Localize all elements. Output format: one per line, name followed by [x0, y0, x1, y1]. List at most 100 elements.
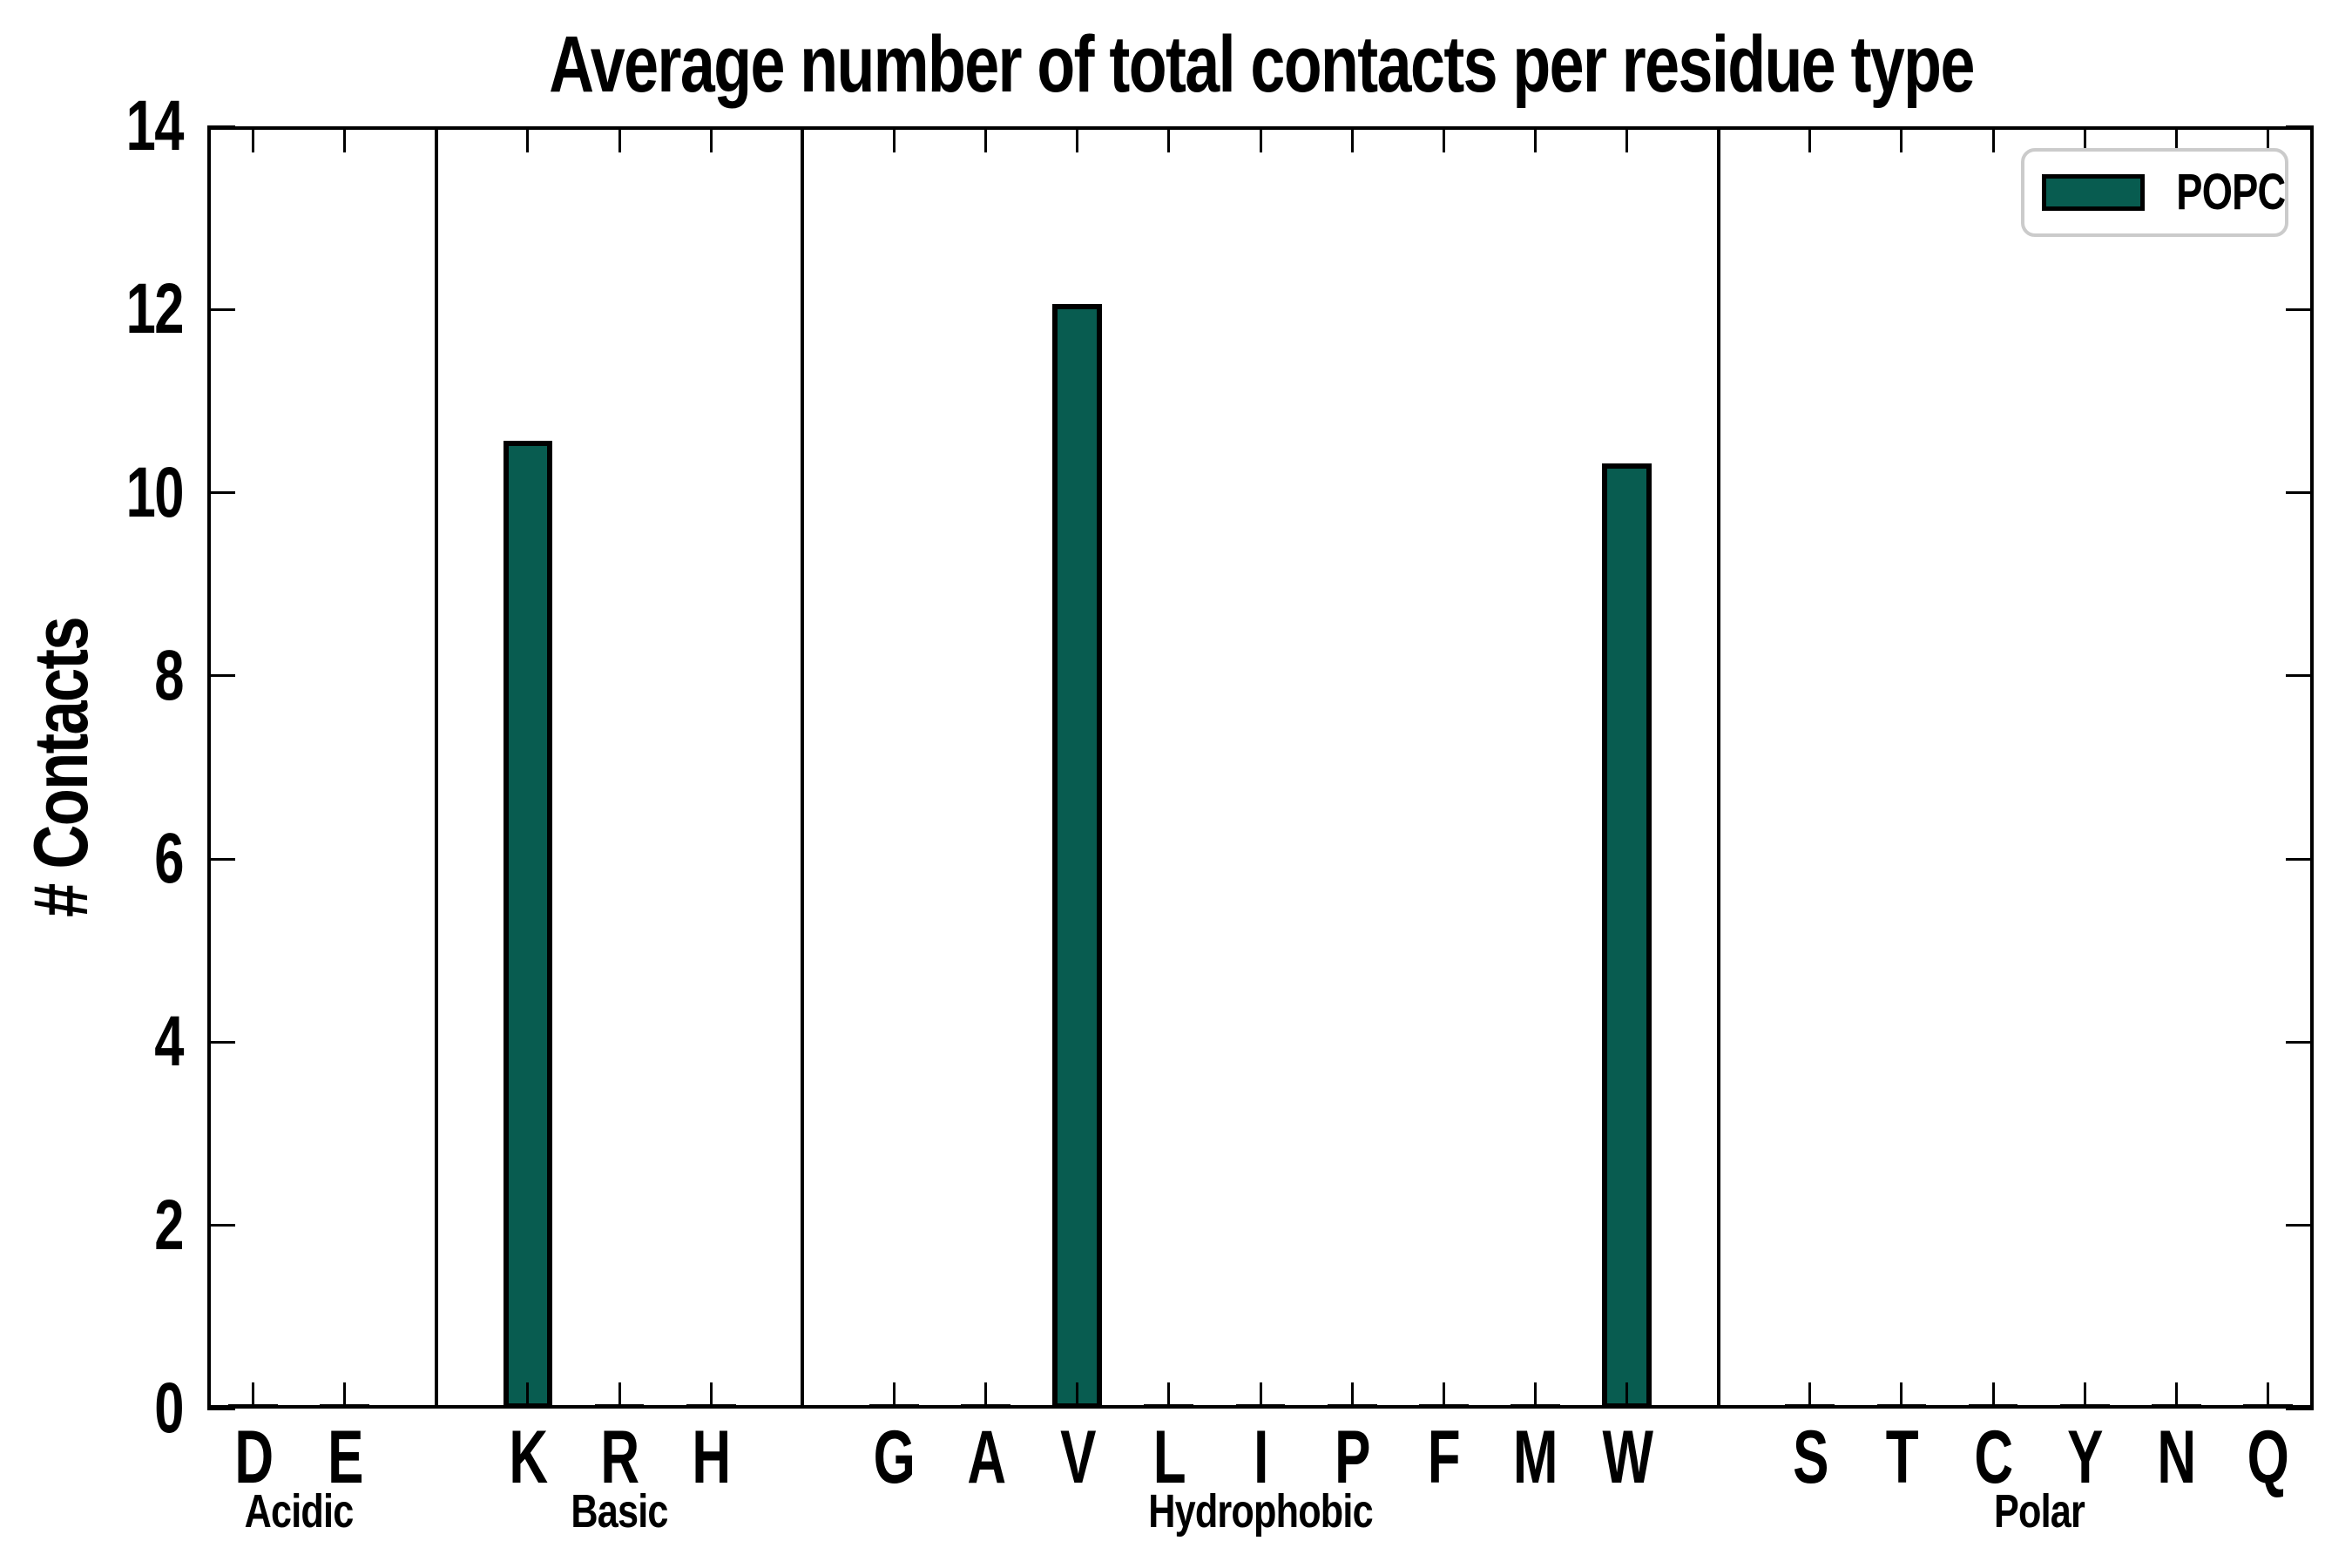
x-tick-bottom [252, 1382, 255, 1409]
y-tick-left [207, 1040, 235, 1044]
y-tick-right [2286, 308, 2314, 311]
y-tick-left [207, 1407, 235, 1410]
x-tick-bottom [1991, 1382, 1995, 1409]
y-tick-left [207, 1224, 235, 1227]
x-tick-label-D: D [233, 1416, 274, 1499]
x-tick-top [1808, 126, 1812, 152]
x-tick-label-S: S [1792, 1416, 1828, 1499]
x-tick-label-M: M [1513, 1416, 1558, 1499]
y-tick-label: 0 [154, 1369, 184, 1448]
y-tick-label: 12 [125, 269, 185, 349]
x-tick-label-L: L [1152, 1416, 1186, 1499]
x-tick-top [252, 126, 255, 152]
x-tick-label-F: F [1428, 1416, 1461, 1499]
y-tick-right [2286, 1040, 2314, 1044]
x-tick-label-G: G [874, 1416, 916, 1499]
x-tick-bottom [1076, 1382, 1079, 1409]
x-tick-top [1350, 126, 1354, 152]
y-tick-label: 2 [154, 1185, 184, 1265]
plot-frame [207, 126, 2314, 1409]
y-tick-left [207, 491, 235, 495]
y-tick-right [2286, 125, 2314, 128]
group-label-hydrophobic: Hydrophobic [1148, 1485, 1373, 1538]
y-tick-label: 4 [154, 1002, 184, 1082]
x-tick-bottom [1442, 1382, 1445, 1409]
x-tick-label-P: P [1335, 1416, 1370, 1499]
y-tick-label: 6 [154, 819, 184, 899]
x-tick-top [1259, 126, 1262, 152]
bar-K [503, 440, 553, 1409]
x-tick-bottom [343, 1382, 347, 1409]
x-tick-label-I: I [1254, 1416, 1268, 1499]
y-tick-right [2286, 491, 2314, 495]
x-tick-bottom [1350, 1382, 1354, 1409]
group-divider [434, 126, 438, 1409]
x-tick-bottom [1625, 1382, 1629, 1409]
x-tick-bottom [2083, 1382, 2086, 1409]
x-tick-top [1625, 126, 1629, 152]
x-tick-top [984, 126, 988, 152]
y-tick-right [2286, 857, 2314, 861]
x-tick-bottom [1900, 1382, 1903, 1409]
y-tick-left [207, 857, 235, 861]
x-tick-label-W: W [1602, 1416, 1652, 1499]
y-tick-left [207, 674, 235, 678]
y-tick-label: 14 [125, 86, 185, 166]
y-tick-right [2286, 1224, 2314, 1227]
x-tick-bottom [526, 1382, 530, 1409]
y-tick-label: 10 [125, 452, 185, 532]
x-tick-bottom [1259, 1382, 1262, 1409]
x-tick-top [709, 126, 713, 152]
x-tick-top [343, 126, 347, 152]
y-tick-right [2286, 674, 2314, 678]
x-tick-label-K: K [509, 1416, 548, 1499]
x-tick-top [1442, 126, 1445, 152]
x-tick-top [1533, 126, 1537, 152]
group-divider [1716, 126, 1720, 1409]
x-tick-bottom [2266, 1382, 2269, 1409]
x-tick-label-V: V [1059, 1416, 1096, 1499]
x-tick-label-C: C [1974, 1416, 2013, 1499]
bar-V [1052, 303, 1103, 1409]
x-tick-bottom [709, 1382, 713, 1409]
group-divider [801, 126, 805, 1409]
x-tick-top [618, 126, 621, 152]
x-tick-label-T: T [1885, 1416, 1919, 1499]
x-tick-label-E: E [327, 1416, 363, 1499]
x-tick-bottom [2174, 1382, 2178, 1409]
x-tick-top [1076, 126, 1079, 152]
x-tick-bottom [1167, 1382, 1171, 1409]
x-tick-bottom [984, 1382, 988, 1409]
x-tick-top [2266, 126, 2269, 152]
x-tick-label-H: H [692, 1416, 732, 1499]
y-tick-left [207, 125, 235, 128]
x-tick-top [2174, 126, 2178, 152]
x-tick-top [1991, 126, 1995, 152]
x-tick-label-Y: Y [2067, 1416, 2103, 1499]
x-tick-top [526, 126, 530, 152]
legend-label: POPC [2176, 164, 2286, 220]
x-tick-top [892, 126, 896, 152]
x-tick-bottom [1808, 1382, 1812, 1409]
x-tick-bottom [892, 1382, 896, 1409]
chart-title: Average number of total contacts per res… [549, 20, 1975, 109]
x-tick-bottom [618, 1382, 621, 1409]
x-tick-top [1900, 126, 1903, 152]
x-tick-label-Q: Q [2247, 1416, 2289, 1499]
group-label-acidic: Acidic [244, 1485, 355, 1538]
bar-W [1602, 463, 1652, 1409]
x-tick-label-R: R [600, 1416, 639, 1499]
x-tick-top [1167, 126, 1171, 152]
group-label-polar: Polar [1993, 1485, 2085, 1538]
legend: POPC [2021, 148, 2288, 237]
x-tick-bottom [1533, 1382, 1537, 1409]
plot-area: 0 2 4 6 8 10 12 14 D E K R H G A V L I P F M W S T C Y N Q Acidic Bas… [126, 90, 2314, 1535]
x-tick-top [2083, 126, 2086, 152]
x-tick-label-A: A [966, 1416, 1006, 1499]
y-tick-left [207, 308, 235, 311]
y-tick-right [2286, 1407, 2314, 1410]
y-tick-label: 8 [154, 635, 184, 715]
group-label-basic: Basic [571, 1485, 668, 1538]
legend-swatch-popc [2042, 174, 2145, 211]
